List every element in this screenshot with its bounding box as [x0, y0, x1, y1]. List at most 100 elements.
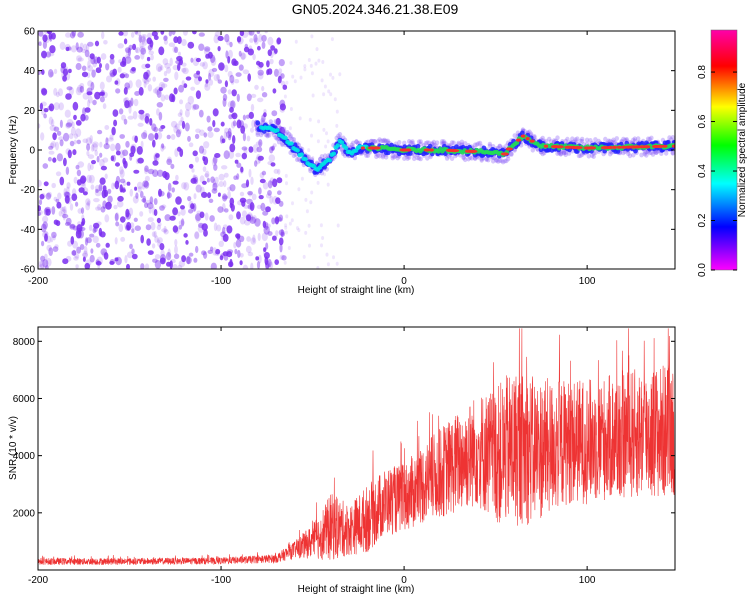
- noise-point: [175, 123, 180, 130]
- noise-point: [177, 128, 182, 135]
- noise-point: [103, 191, 109, 197]
- noise-point: [330, 37, 334, 42]
- noise-point: [38, 205, 41, 212]
- noise-point: [267, 231, 273, 236]
- noise-point: [141, 184, 146, 190]
- noise-point: [193, 193, 197, 200]
- noise-point: [261, 114, 266, 123]
- noise-point: [223, 131, 228, 140]
- signal-halo-point: [402, 156, 407, 162]
- noise-point: [102, 185, 107, 192]
- noise-point: [245, 179, 250, 188]
- signal-halo-point: [405, 156, 410, 161]
- signal-halo-point: [385, 138, 390, 144]
- noise-point: [177, 264, 183, 269]
- noise-point: [172, 214, 176, 220]
- noise-point: [154, 154, 158, 162]
- noise-point: [265, 223, 271, 229]
- noise-point: [45, 208, 51, 216]
- signal-halo-point: [291, 153, 297, 159]
- signal-halo-point: [644, 149, 649, 155]
- signal-ridge-point: [283, 135, 288, 141]
- noise-point: [203, 192, 211, 198]
- signal-halo-point: [418, 156, 423, 162]
- noise-point: [311, 93, 315, 98]
- noise-point: [133, 169, 140, 174]
- colorbar: 0.0 0.2 0.4 0.6 0.8 Normalized spectral ampl…: [697, 29, 748, 277]
- signal-halo-point: [639, 152, 644, 158]
- signal-peak-point: [612, 145, 618, 149]
- noise-point: [192, 176, 197, 183]
- noise-point: [156, 217, 161, 224]
- snr-x-tick-label: 100: [579, 575, 596, 586]
- noise-point: [256, 204, 262, 210]
- noise-point: [95, 261, 102, 266]
- noise-point: [229, 74, 235, 84]
- noise-point: [67, 149, 72, 159]
- noise-point: [338, 72, 342, 77]
- signal-halo-point: [548, 139, 554, 145]
- noise-point: [71, 193, 78, 201]
- spectrogram-y-tick-label: -60: [21, 265, 36, 276]
- noise-point: [144, 115, 150, 124]
- noise-point: [38, 41, 42, 46]
- noise-point: [129, 222, 135, 229]
- signal-halo-point: [563, 138, 568, 144]
- noise-point: [185, 76, 192, 81]
- noise-point: [251, 119, 256, 129]
- noise-point: [252, 144, 259, 153]
- noise-point: [235, 72, 242, 77]
- signal-halo-point: [561, 149, 567, 155]
- noise-point: [236, 173, 240, 180]
- signal-halo-point: [477, 140, 483, 146]
- noise-point: [296, 226, 299, 231]
- noise-point: [77, 208, 83, 214]
- noise-point: [140, 140, 144, 148]
- noise-point: [84, 237, 89, 246]
- noise-point: [185, 256, 192, 265]
- noise-point: [128, 105, 132, 114]
- signal-halo-point: [647, 136, 652, 142]
- colorbar-gradient: [711, 30, 737, 270]
- noise-point: [203, 229, 208, 237]
- noise-point: [131, 67, 136, 72]
- noise-point: [160, 83, 168, 88]
- noise-point: [177, 112, 183, 117]
- noise-point: [88, 174, 95, 184]
- signal-halo-point: [492, 155, 498, 161]
- noise-point: [142, 76, 148, 84]
- noise-point: [257, 97, 264, 103]
- noise-point: [231, 89, 237, 97]
- noise-point: [278, 68, 283, 74]
- noise-point: [205, 79, 209, 84]
- noise-point: [291, 201, 294, 206]
- noise-point: [181, 62, 187, 67]
- signal-halo-point: [377, 137, 382, 143]
- noise-point: [109, 260, 115, 265]
- noise-point: [171, 187, 175, 193]
- signal-peak-point: [429, 148, 434, 152]
- signal-halo-point: [654, 150, 659, 156]
- signal-peak-point: [656, 144, 665, 148]
- noise-point: [103, 143, 110, 150]
- noise-point: [58, 210, 63, 217]
- noise-point: [269, 195, 274, 204]
- noise-point: [125, 140, 130, 148]
- noise-point: [236, 162, 242, 168]
- noise-point: [142, 195, 146, 204]
- signal-halo-point: [349, 142, 354, 148]
- noise-point: [76, 224, 83, 233]
- noise-point: [333, 97, 337, 102]
- noise-point: [245, 114, 250, 119]
- noise-point: [75, 42, 79, 51]
- noise-point: [222, 233, 229, 242]
- noise-point: [175, 59, 182, 65]
- signal-halo-point: [624, 137, 629, 142]
- noise-point: [322, 127, 326, 132]
- noise-point: [143, 71, 149, 80]
- signal-halo-point: [375, 139, 381, 144]
- signal-halo-point: [397, 140, 402, 145]
- noise-point: [159, 257, 166, 265]
- noise-point: [204, 82, 208, 88]
- noise-point: [151, 123, 157, 132]
